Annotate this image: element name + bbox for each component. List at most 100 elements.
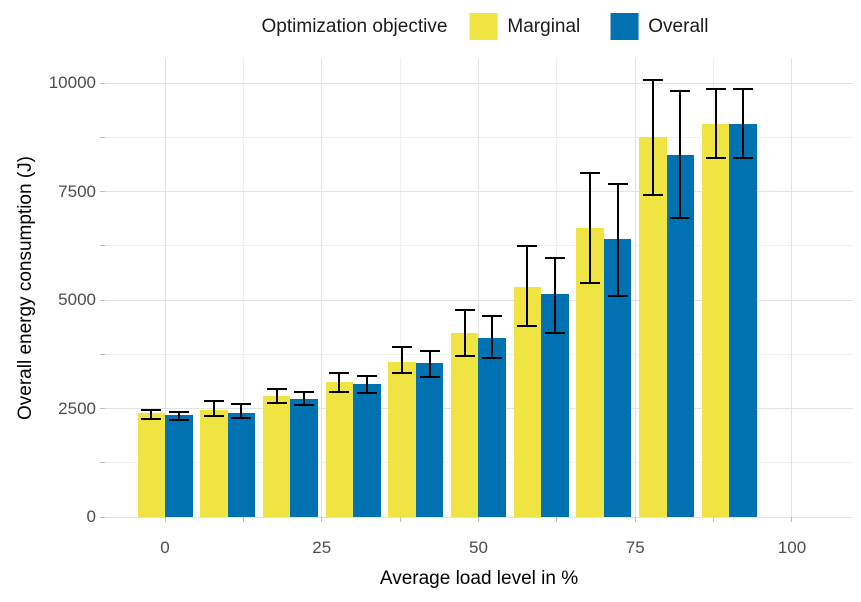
bar-overall: [415, 363, 444, 517]
x-axis-tick: [321, 517, 323, 522]
legend-item-overall: Overall: [610, 13, 708, 40]
error-bar-cap-bottom: [733, 156, 754, 159]
y-tick-label: 5000: [58, 290, 96, 310]
error-bar-cap-bottom: [392, 371, 413, 374]
error-bar-line: [212, 401, 215, 416]
x-axis-tick: [242, 517, 244, 522]
error-bar-line: [651, 80, 654, 196]
x-axis-tick: [164, 517, 166, 522]
bar-marginal: [639, 137, 667, 517]
y-axis-tick: [100, 462, 105, 464]
error-bar-cap-top: [642, 79, 663, 82]
x-tick-label: 25: [312, 538, 332, 557]
error-bar-cap-top: [168, 410, 189, 413]
error-bar-cap-top: [329, 371, 350, 374]
bar-marginal: [137, 413, 165, 517]
bar-marginal: [262, 395, 291, 517]
error-bar-cap-top: [294, 391, 315, 394]
gridline-y-major: [105, 516, 853, 518]
error-bar-cap-bottom: [329, 391, 350, 394]
error-bar-cap-top: [580, 171, 601, 174]
bar-marginal: [325, 382, 354, 517]
error-bar-cap-bottom: [294, 404, 315, 407]
error-bar-cap-top: [607, 183, 628, 186]
error-bar-cap-bottom: [642, 194, 663, 197]
x-axis-tick: [791, 517, 793, 522]
error-bar-cap-bottom: [141, 417, 162, 420]
error-bar-cap-top: [266, 387, 287, 390]
error-bar-cap-top: [670, 89, 691, 92]
gridline-y-minor: [105, 245, 853, 247]
error-bar-cap-top: [544, 256, 565, 259]
error-bar-cap-top: [392, 346, 413, 349]
error-bar-cap-bottom: [670, 217, 691, 220]
y-tick-label: 7500: [58, 181, 96, 201]
legend-item-marginal: Marginal: [469, 13, 580, 40]
y-tick-label: 0: [86, 507, 96, 526]
x-tick-label: 50: [469, 538, 488, 557]
x-tick-label: 0: [160, 538, 170, 557]
gridline-y-minor: [105, 136, 853, 138]
error-bar-line: [365, 375, 368, 394]
bar-overall: [165, 414, 193, 517]
error-bar-cap-bottom: [419, 375, 440, 378]
bar-marginal: [701, 123, 730, 517]
y-axis-tick: [100, 136, 105, 138]
error-bar-line: [463, 310, 466, 356]
plot-panel: [105, 58, 853, 518]
error-bar-cap-top: [733, 88, 754, 91]
y-axis-tick: [100, 516, 105, 518]
gridline-x-major: [477, 58, 479, 517]
error-bar-cap-bottom: [168, 418, 189, 421]
x-axis-tick: [477, 517, 479, 522]
error-bar-cap-bottom: [266, 401, 287, 404]
error-bar-line: [589, 172, 592, 283]
error-bar-line: [338, 372, 341, 393]
error-bar-cap-top: [141, 408, 162, 411]
x-tick-label: 75: [625, 538, 645, 557]
error-bar-cap-top: [482, 315, 503, 318]
x-axis-tick: [713, 517, 715, 522]
y-axis-tick: [100, 191, 105, 193]
error-bar-line: [240, 404, 243, 418]
y-axis-tick: [100, 82, 105, 84]
x-axis-title: Average load level in %: [379, 568, 579, 589]
legend-label-overall: Overall: [648, 15, 709, 37]
legend-label-marginal: Marginal: [507, 15, 581, 37]
error-bar-line: [275, 388, 278, 403]
error-bar-cap-bottom: [231, 416, 252, 419]
legend-title: Optimization objective: [261, 15, 448, 37]
gridline-x-major: [791, 58, 793, 517]
x-tick-label: 100: [777, 538, 807, 557]
error-bar-cap-bottom: [454, 354, 475, 357]
error-bar-line: [616, 184, 619, 296]
error-bar-cap-top: [705, 88, 726, 91]
gridline-y-major: [105, 299, 853, 301]
bar-marginal: [388, 361, 416, 517]
error-bar-cap-bottom: [607, 294, 628, 297]
bar-overall: [227, 412, 256, 517]
gridline-x-minor: [399, 58, 401, 517]
y-axis-tick: [100, 353, 105, 355]
error-bar-cap-top: [203, 400, 224, 403]
x-axis-tick: [399, 517, 401, 522]
error-bar-line: [303, 392, 306, 406]
error-bar-line: [526, 246, 529, 326]
x-axis-tick: [634, 517, 636, 522]
legend: Optimization objective Marginal Overall: [261, 13, 708, 40]
bar-overall: [729, 123, 757, 517]
legend-swatch-marginal: [469, 13, 498, 40]
error-bar-cap-bottom: [203, 414, 224, 417]
error-bar-cap-bottom: [544, 332, 565, 335]
legend-swatch-overall: [610, 13, 639, 40]
error-bar-line: [177, 411, 180, 420]
error-bar-cap-top: [356, 374, 377, 377]
error-bar-cap-bottom: [517, 324, 538, 327]
error-bar-line: [428, 350, 431, 377]
error-bar-line: [553, 257, 556, 334]
error-bar-cap-top: [419, 349, 440, 352]
gridline-x-major: [321, 58, 323, 517]
error-bar-line: [742, 89, 745, 158]
error-bar-cap-bottom: [482, 356, 503, 359]
